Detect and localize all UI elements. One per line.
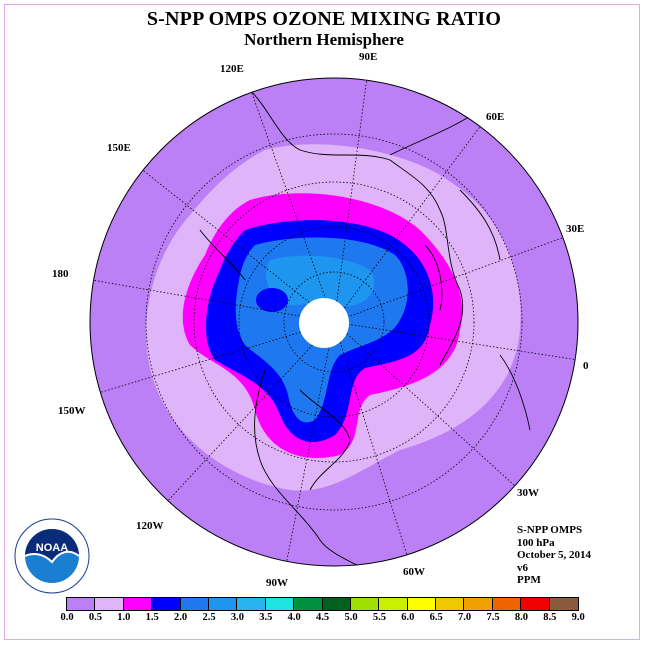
- info-instrument: S-NPP OMPS: [517, 524, 583, 536]
- lon-label-60w: 60W: [403, 566, 425, 578]
- noaa-logo: NOAA: [14, 518, 90, 594]
- colorbar-swatch: [180, 598, 209, 610]
- colorbar-tick-label: 7.5: [486, 612, 500, 623]
- colorbar-tick-label: 5.0: [344, 612, 358, 623]
- colorbar-swatch: [549, 598, 579, 610]
- colorbar-tick-label: 1.0: [117, 612, 131, 623]
- info-date: October 5, 2014: [517, 549, 592, 561]
- latitude-circles: [145, 133, 523, 511]
- colorbar-tick-label: 6.5: [429, 612, 443, 623]
- figure-frame: [4, 4, 640, 640]
- colorbar-swatch: [350, 598, 380, 610]
- ozone-contour-2.5: [266, 255, 375, 307]
- colorbar-tick-label: 3.5: [259, 612, 273, 623]
- lon-label-30e: 30E: [566, 223, 585, 235]
- lon-label-90e: 90E: [359, 51, 378, 63]
- colorbar-tick-label: 6.0: [401, 612, 415, 623]
- colorbar-swatch: [95, 598, 124, 610]
- colorbar-tick-label: 3.0: [230, 612, 244, 623]
- colorbar-swatch: [67, 598, 96, 610]
- lon-label-150w: 150W: [58, 405, 86, 417]
- colorbar-tick-label: 2.5: [202, 612, 216, 623]
- colorbar-swatch: [379, 598, 408, 610]
- colorbar-tick-label: 2.0: [174, 612, 188, 623]
- colorbar-swatch: [294, 598, 323, 610]
- lon-label-150e: 150E: [107, 142, 131, 154]
- colorbar-swatch: [521, 598, 550, 610]
- noaa-logo-text: NOAA: [36, 542, 68, 554]
- colorbar: [66, 597, 580, 611]
- lon-label-60e: 60E: [486, 111, 505, 123]
- colorbar-swatch: [237, 598, 266, 610]
- info-level: 100 hPa: [517, 536, 555, 549]
- pole-missing-data: [299, 298, 349, 348]
- colorbar-tick-label: 8.5: [543, 612, 557, 623]
- lon-label-120w: 120W: [136, 520, 164, 532]
- colorbar-tick-label: 7.0: [458, 612, 472, 623]
- lon-label-90w: 90W: [266, 577, 288, 589]
- lon-label-0: 0: [583, 360, 589, 372]
- colorbar-tick-label: 5.5: [372, 612, 386, 623]
- colorbar-swatch: [436, 598, 465, 610]
- colorbar-swatch: [407, 598, 437, 610]
- info-block: S-NPP OMPS 100 hPa October 5, 2014 v6 PP…: [517, 524, 591, 587]
- colorbar-tick-label: 4.5: [316, 612, 330, 623]
- lon-label-120e: 120E: [220, 63, 244, 75]
- lon-label-180: 180: [52, 268, 69, 280]
- colorbar-swatch: [265, 598, 295, 610]
- chart-subtitle: Northern Hemisphere: [244, 30, 404, 49]
- colorbar-ticks: 0.0 0.5 1.0 1.5 2.0 2.5 3.0 3.5 4.0 4.5 5.0 5.5 6.0 6…: [0, 612, 648, 626]
- colorbar-swatch: [464, 598, 493, 610]
- colorbar-swatch: [208, 598, 238, 610]
- info-version: v6: [517, 561, 528, 574]
- colorbar-swatch: [492, 598, 522, 610]
- colorbar-tick-label: 4.0: [287, 612, 301, 623]
- ozone-contour-1.5-patch: [256, 288, 288, 312]
- meridians: [91, 78, 578, 566]
- colorbar-tick-label: 8.0: [514, 612, 528, 623]
- colorbar-tick-label: 1.5: [145, 612, 159, 623]
- colorbar-tick-label: 0.5: [88, 612, 102, 623]
- colorbar-swatch: [322, 598, 351, 610]
- colorbar-swatch: [152, 598, 181, 610]
- chart-title: S-NPP OMPS OZONE MIXING RATIO: [146, 8, 502, 30]
- colorbar-tick-label: 0.0: [60, 612, 74, 623]
- lon-label-30w: 30W: [517, 487, 539, 499]
- info-units: PPM: [517, 574, 541, 586]
- coastlines: [199, 89, 531, 566]
- colorbar-swatch: [123, 598, 153, 610]
- colorbar-tick-label: 9.0: [571, 612, 585, 623]
